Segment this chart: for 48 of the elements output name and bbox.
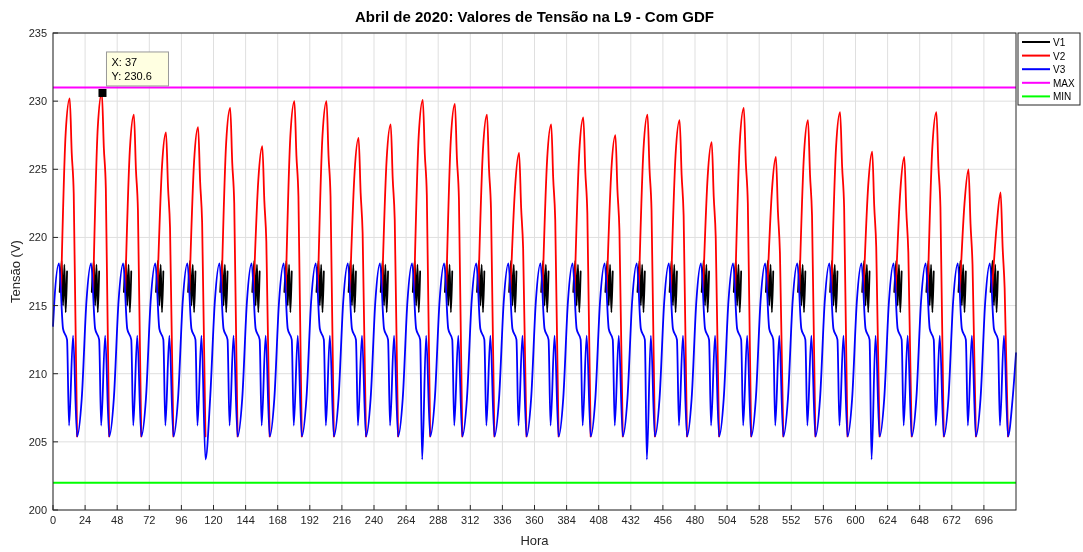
x-tick-label: 144 [236, 514, 255, 526]
y-tick-label: 230 [28, 95, 47, 108]
x-tick-label: 504 [717, 514, 737, 526]
ref-line-label: MAX [1053, 77, 1075, 89]
y-tick-label: 210 [28, 367, 47, 380]
line-series [52, 262, 1017, 461]
x-tick-label: 456 [653, 514, 673, 526]
legend-label: MIN [1053, 91, 1072, 103]
x-tick-label: 288 [429, 514, 448, 526]
x-tick-label: 408 [589, 514, 608, 526]
x-tick-label: 624 [878, 514, 897, 526]
x-tick-label: 96 [175, 514, 188, 526]
x-tick-label: 384 [557, 514, 576, 526]
x-tick-label: 648 [910, 514, 929, 526]
x-tick-label: 24 [78, 514, 92, 526]
x-tick-label: 576 [814, 514, 833, 526]
y-tick-label: 200 [28, 504, 47, 516]
chart-title: Abril de 2020: Valores de Tensão na L9 - Com GDF [355, 8, 714, 25]
x-tick-label: 432 [621, 514, 640, 526]
x-tick-label: 0 [49, 514, 57, 526]
y-tick-label: 205 [28, 435, 47, 448]
y-tick-label: 225 [28, 163, 47, 176]
y-tick-label: 215 [28, 299, 47, 312]
x-tick-label: 672 [942, 514, 961, 526]
legend-label: V1 [1053, 37, 1066, 48]
legend-label: V2 [1053, 50, 1066, 62]
y-tick-label: 220 [28, 231, 47, 244]
x-tick-label: 72 [143, 514, 156, 526]
x-tick-label: 216 [332, 514, 352, 526]
x-tick-label: 120 [204, 514, 223, 526]
annotation: X: 37 Y: 230.6 [111, 55, 152, 82]
x-tick-label: 552 [782, 514, 801, 526]
x-tick-label: 264 [396, 514, 416, 526]
y-tick-label: 235 [28, 27, 47, 39]
x-tick-label: 600 [846, 514, 865, 526]
x-tick-label: 360 [525, 514, 544, 526]
x-tick-label: 480 [685, 514, 705, 526]
x-tick-label: 696 [974, 514, 994, 526]
x-tick-label: 168 [268, 514, 287, 526]
x-tick-label: 312 [461, 514, 480, 526]
x-tick-label: 192 [300, 514, 319, 526]
y-axis-title: Tensão (V) [8, 240, 23, 303]
x-tick-label: 240 [364, 514, 384, 526]
x-axis-title: Hora [520, 533, 550, 548]
legend-label: V3 [1053, 64, 1066, 76]
x-tick-label: 336 [493, 514, 512, 526]
x-tick-label: 48 [111, 514, 124, 526]
x-tick-label: 528 [750, 514, 769, 526]
